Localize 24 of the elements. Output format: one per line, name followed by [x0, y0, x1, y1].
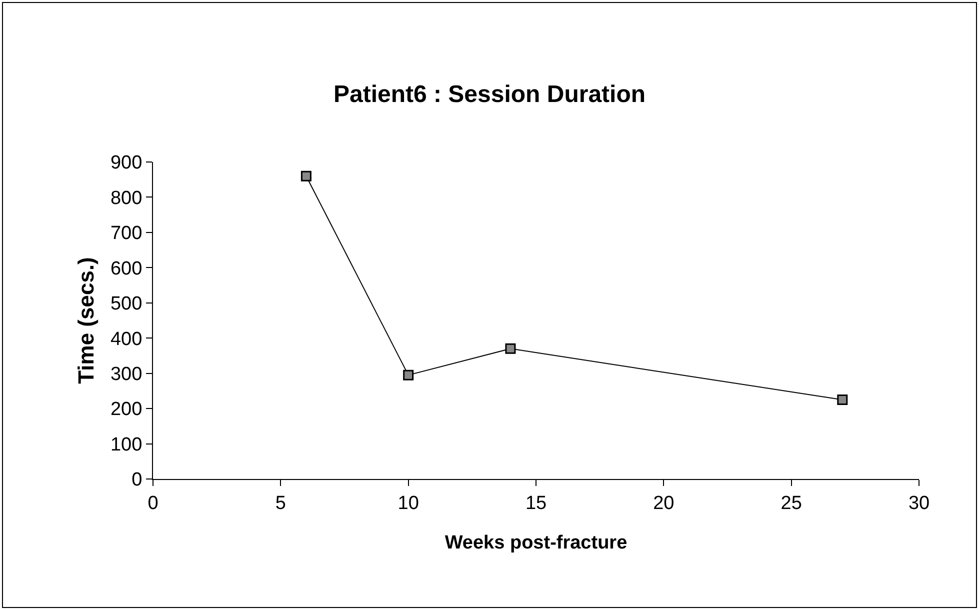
x-tick-label: 0 [148, 492, 158, 514]
point [300, 170, 312, 182]
y-tick-label: 900 [110, 152, 142, 174]
y-tick-label: 800 [110, 188, 142, 209]
x-tick-label: 15 [525, 492, 547, 514]
y-tick-label: 400 [110, 328, 142, 350]
x-tick-label: 10 [398, 492, 419, 514]
x-tick-label: 30 [908, 492, 930, 514]
y-tick-label: 300 [110, 364, 142, 385]
y-tick-label: 200 [110, 399, 142, 420]
x-tick-label: 20 [653, 492, 674, 514]
x-tick-label: 25 [780, 492, 802, 514]
y-tick-label: 700 [110, 223, 142, 244]
y-axis-title: Time (secs.) [73, 257, 98, 384]
y-tick-label: 500 [110, 294, 142, 315]
point [505, 343, 516, 354]
x-tick-label: 5 [275, 492, 286, 514]
x-axis-title: Weeks post-fracture [444, 532, 628, 554]
chart-title: Patient6 : Session Duration [333, 81, 646, 108]
y-tick-label: 600 [110, 258, 142, 280]
y-tick-label: 0 [132, 470, 142, 491]
point [837, 394, 848, 405]
y-tick-label: 100 [110, 434, 142, 456]
point [403, 370, 414, 380]
